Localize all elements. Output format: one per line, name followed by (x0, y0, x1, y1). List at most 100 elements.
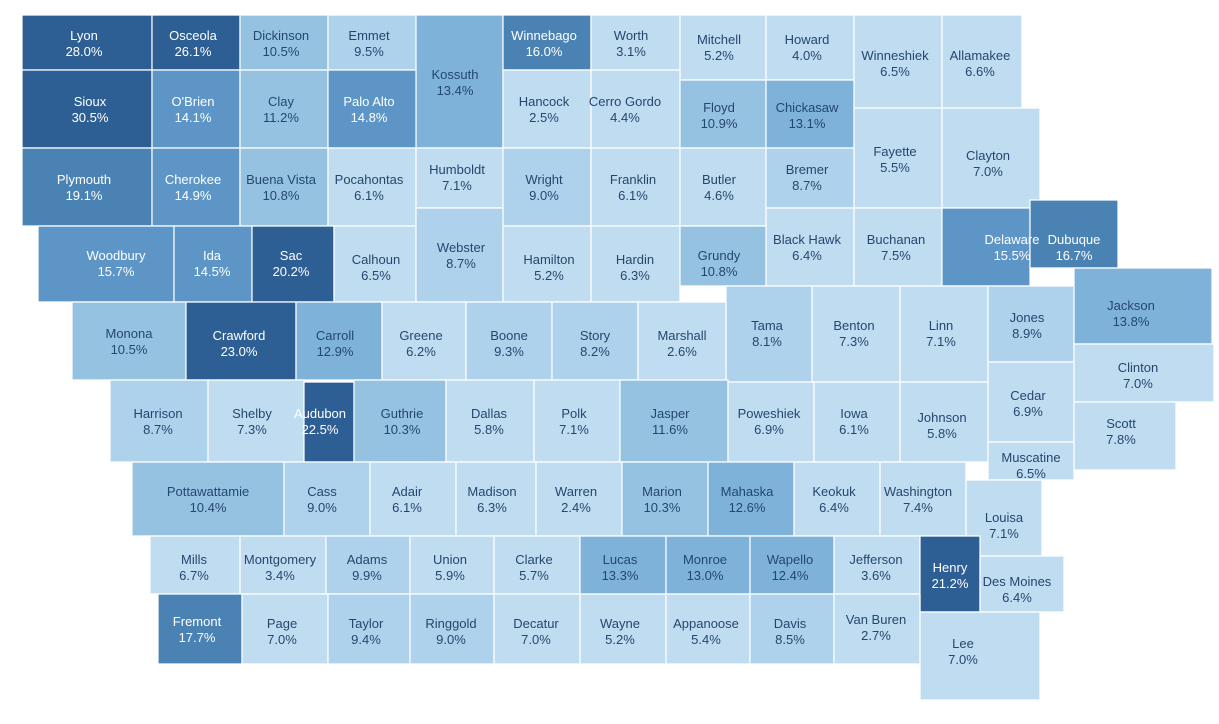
county-kossuth[interactable] (415, 14, 504, 149)
county-label-keokuk: Keokuk 6.4% (812, 484, 856, 515)
county-webster[interactable] (415, 207, 504, 303)
county-des-moines[interactable] (979, 555, 1065, 613)
county-winneshiek[interactable] (853, 14, 943, 109)
county-mills[interactable] (149, 535, 241, 595)
county-woodbury[interactable] (37, 225, 175, 303)
county-jefferson[interactable] (833, 535, 921, 595)
county-black-hawk[interactable] (765, 207, 855, 287)
county-fayette[interactable] (853, 107, 943, 209)
county-hamilton[interactable] (502, 225, 592, 303)
county-allamakee[interactable] (941, 14, 1023, 109)
county-van-buren[interactable] (833, 593, 921, 665)
county-ringgold[interactable] (409, 593, 495, 665)
county-buena-vista[interactable] (239, 147, 329, 227)
county-chickasaw[interactable] (765, 79, 855, 149)
county-monroe[interactable] (665, 535, 751, 595)
county-value: 5.8% (474, 422, 504, 437)
county-value: 21.2% (932, 576, 969, 591)
county-winnebago[interactable] (502, 14, 592, 71)
county-linn[interactable] (899, 285, 989, 383)
county-o-brien[interactable] (151, 69, 241, 149)
county-pocahontas[interactable] (327, 147, 417, 227)
county-hancock[interactable] (502, 69, 592, 149)
county-mahaska[interactable] (707, 461, 795, 537)
county-palo-alto[interactable] (327, 69, 417, 149)
county-adams[interactable] (325, 535, 411, 595)
county-warren[interactable] (535, 461, 623, 537)
county-label-johnson: Johnson 5.8% (917, 410, 966, 441)
county-calhoun[interactable] (333, 225, 417, 303)
county-polk[interactable] (533, 379, 621, 463)
county-delaware[interactable] (941, 207, 1031, 287)
county-name: Washington (884, 484, 952, 499)
county-label-wapello: Wapello 12.4% (767, 552, 813, 583)
county-dickinson[interactable] (239, 14, 329, 71)
county-iowa[interactable] (813, 381, 901, 463)
county-lee[interactable] (919, 611, 1041, 701)
county-scott[interactable] (1073, 401, 1177, 471)
county-bremer[interactable] (765, 147, 855, 209)
county-wright[interactable] (502, 147, 592, 227)
county-muscatine[interactable] (987, 441, 1075, 481)
county-henry[interactable] (919, 535, 981, 613)
county-marshall[interactable] (637, 301, 727, 383)
county-sioux[interactable] (21, 69, 153, 149)
county-label-dickinson: Dickinson 10.5% (253, 28, 309, 59)
county-clinton[interactable] (1073, 343, 1215, 403)
county-story[interactable] (551, 301, 639, 381)
county-adair[interactable] (369, 461, 457, 537)
county-union[interactable] (409, 535, 495, 595)
county-jackson[interactable] (1073, 267, 1213, 345)
county-buchanan[interactable] (853, 207, 943, 287)
county-appanoose[interactable] (665, 593, 751, 665)
county-taylor[interactable] (327, 593, 411, 665)
county-plymouth[interactable] (21, 147, 153, 227)
county-guthrie[interactable] (353, 379, 447, 463)
county-grundy[interactable] (679, 225, 767, 287)
county-name: Cedar (1010, 388, 1046, 403)
county-greene[interactable] (381, 301, 467, 381)
county-butler[interactable] (679, 147, 767, 227)
county-wayne[interactable] (579, 593, 667, 665)
county-carroll[interactable] (295, 301, 383, 381)
county-cherokee[interactable] (151, 147, 241, 227)
county-jasper[interactable] (619, 379, 729, 463)
county-fremont[interactable] (157, 593, 243, 665)
county-cerro-gordo[interactable] (590, 69, 681, 149)
county-mitchell[interactable] (679, 14, 767, 81)
county-floyd[interactable] (679, 79, 767, 149)
county-cass[interactable] (283, 461, 371, 537)
county-label-montgomery: Montgomery 3.4% (244, 552, 317, 583)
county-value: 13.3% (602, 568, 639, 583)
county-lucas[interactable] (579, 535, 667, 595)
county-label-ringgold: Ringgold 9.0% (425, 616, 476, 647)
county-sac[interactable] (251, 225, 335, 303)
county-madison[interactable] (455, 461, 537, 537)
county-jones[interactable] (987, 285, 1075, 363)
county-label-buchanan: Buchanan 7.5% (867, 232, 926, 263)
county-shelby[interactable] (207, 379, 305, 463)
county-osceola[interactable] (151, 14, 241, 71)
county-dallas[interactable] (445, 379, 535, 463)
county-clayton[interactable] (941, 107, 1041, 209)
county-marion[interactable] (621, 461, 709, 537)
county-franklin[interactable] (590, 147, 681, 227)
county-crawford[interactable] (185, 301, 297, 381)
county-washington[interactable] (879, 461, 967, 537)
county-clarke[interactable] (493, 535, 581, 595)
county-davis[interactable] (749, 593, 835, 665)
county-monona[interactable] (71, 301, 187, 381)
county-tama[interactable] (725, 285, 813, 383)
county-value: 10.4% (190, 500, 227, 515)
county-clay[interactable] (239, 69, 329, 149)
county-value: 4.6% (704, 188, 734, 203)
county-harrison[interactable] (109, 379, 209, 463)
county-decatur[interactable] (493, 593, 581, 665)
county-page[interactable] (241, 593, 329, 665)
county-keokuk[interactable] (793, 461, 881, 537)
county-lyon[interactable] (21, 14, 153, 71)
county-ida[interactable] (173, 225, 253, 303)
county-cedar[interactable] (987, 361, 1075, 443)
county-pottawattamie[interactable] (131, 461, 285, 537)
county-value: 6.3% (620, 268, 650, 283)
